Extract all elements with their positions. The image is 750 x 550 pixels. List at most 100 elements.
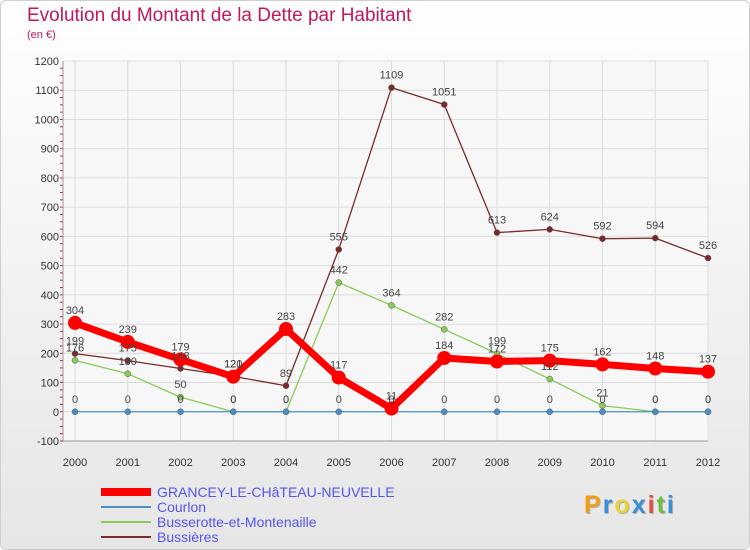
data-label: 0 — [705, 394, 711, 406]
data-label: 0 — [388, 394, 394, 406]
x-tick-label: 2005 — [327, 457, 351, 469]
data-point — [546, 408, 553, 416]
data-point — [542, 353, 557, 368]
data-point — [441, 101, 448, 108]
data-point — [124, 357, 131, 364]
data-point — [701, 364, 715, 379]
logo-letter: x — [631, 491, 648, 519]
data-label: 1109 — [380, 70, 404, 82]
data-label: 0 — [230, 394, 236, 406]
x-tick-label: 2008 — [485, 457, 509, 469]
data-label: 0 — [494, 394, 500, 406]
data-point — [704, 408, 712, 416]
data-label: 117 — [330, 360, 348, 372]
y-tick-label: 1000 — [35, 114, 59, 126]
data-point — [177, 408, 184, 416]
data-point — [120, 334, 135, 349]
y-tick-label: 1200 — [35, 56, 59, 68]
data-point — [282, 408, 290, 416]
data-label: 199 — [66, 336, 84, 348]
legend-label: Courlon — [157, 499, 207, 515]
data-point — [71, 408, 79, 416]
data-point — [71, 357, 79, 364]
data-label: 304 — [66, 305, 84, 317]
y-tick-label: -100 — [37, 436, 59, 448]
data-label: 0 — [177, 394, 183, 406]
data-label: 50 — [174, 379, 186, 391]
x-tick-label: 2003 — [221, 457, 245, 469]
data-point — [441, 408, 448, 416]
legend-label: GRANCEY-LE-CHâTEAU-NEUVELLE — [157, 484, 395, 500]
x-tick-label: 2007 — [432, 457, 456, 469]
legend-swatch — [101, 536, 151, 538]
proxiti-logo: Proxiti — [584, 491, 676, 520]
legend-label: Busserotte-et-Montenaille — [157, 514, 317, 530]
logo-letter: o — [614, 491, 632, 519]
data-label: 0 — [336, 394, 342, 406]
logo-letter: i — [647, 491, 657, 519]
data-label: 364 — [382, 287, 400, 299]
x-tick-label: 2009 — [538, 457, 562, 469]
data-point — [599, 408, 606, 416]
data-point — [68, 315, 82, 330]
data-label: 162 — [593, 346, 611, 358]
y-tick-label: 300 — [41, 319, 59, 331]
data-label: 592 — [593, 221, 611, 233]
data-label: 0 — [705, 394, 711, 406]
y-tick-label: 700 — [41, 202, 59, 214]
x-tick-label: 2002 — [168, 457, 192, 469]
data-point — [124, 370, 131, 378]
data-label: 120 — [224, 359, 242, 371]
data-label: 0 — [652, 394, 658, 406]
data-point — [493, 408, 501, 416]
logo-letter: t — [656, 491, 667, 519]
y-tick-label: 600 — [41, 231, 59, 243]
data-point — [652, 408, 659, 416]
data-label: 175 — [119, 343, 137, 355]
data-label: 11 — [386, 391, 397, 403]
data-label: 555 — [330, 232, 348, 244]
data-label: 172 — [488, 343, 506, 355]
data-label: 0 — [125, 394, 131, 406]
data-label: 0 — [72, 394, 78, 406]
data-point — [493, 229, 501, 236]
y-tick-label: 0 — [53, 407, 59, 419]
data-point — [704, 254, 712, 262]
x-tick-label: 2006 — [379, 457, 403, 469]
data-point — [595, 357, 610, 372]
data-label: 137 — [699, 354, 717, 366]
x-tick-label: 2011 — [643, 457, 667, 469]
data-label: 1051 — [432, 87, 456, 99]
data-point — [335, 279, 342, 286]
data-label: 176 — [66, 342, 84, 354]
data-label: 199 — [488, 336, 506, 348]
legend-label: Bussières — [157, 529, 219, 545]
data-label: 0 — [652, 394, 658, 406]
x-tick-label: 2004 — [274, 457, 298, 469]
data-point — [71, 350, 79, 357]
legend-swatch — [101, 488, 151, 496]
data-point — [441, 326, 448, 333]
legend-swatch — [101, 521, 151, 523]
data-point — [648, 361, 663, 376]
y-tick-label: 400 — [41, 290, 59, 302]
data-label: 283 — [277, 311, 295, 323]
data-label: 0 — [283, 394, 289, 406]
data-point — [384, 401, 399, 416]
data-label: 179 — [171, 341, 189, 353]
data-label: 624 — [541, 211, 559, 223]
data-label: 282 — [435, 311, 453, 323]
data-point — [226, 369, 241, 384]
data-point — [546, 375, 553, 383]
data-point — [652, 234, 659, 242]
y-tick-label: 800 — [41, 173, 59, 185]
data-point — [177, 393, 184, 401]
data-point — [230, 408, 237, 416]
y-tick-label: 100 — [41, 378, 59, 390]
data-label: 175 — [541, 343, 559, 355]
data-label: 0 — [230, 394, 236, 406]
data-label: 239 — [119, 324, 137, 336]
data-point — [546, 226, 553, 233]
data-point — [335, 246, 342, 253]
